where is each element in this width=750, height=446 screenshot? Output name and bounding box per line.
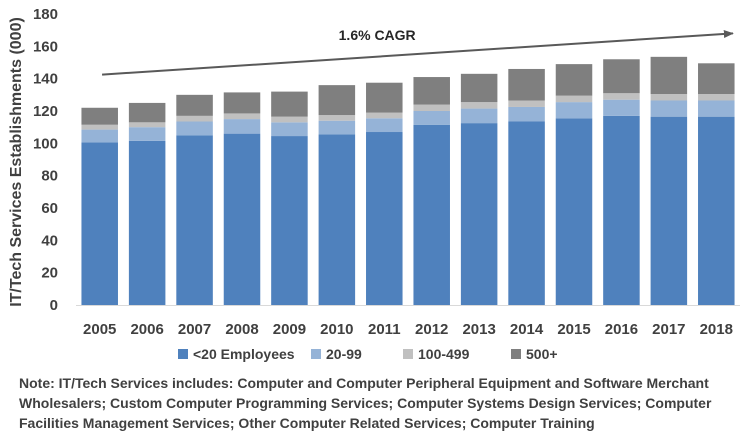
y-tick-label: 40	[41, 232, 58, 249]
y-tick-label: 140	[33, 71, 58, 88]
x-tick-label: 2006	[130, 321, 163, 338]
cagr-arrow	[102, 29, 734, 76]
bar-segment-20-99	[223, 119, 261, 134]
x-tick-label: 2008	[225, 321, 258, 338]
bar-segment-100-499	[413, 104, 450, 111]
bar-segment-500	[698, 63, 735, 95]
legend-swatch	[178, 349, 188, 359]
bar-segment-500	[223, 92, 261, 114]
y-tick-label: 80	[41, 168, 58, 185]
bar-segment-20-employees	[81, 142, 118, 305]
x-tick-label: 2015	[557, 321, 590, 338]
bar-segment-20-99	[176, 121, 213, 136]
bar-segment-20-employees	[223, 133, 261, 305]
bar-segment-20-99	[698, 100, 735, 117]
y-axis: 0 20 40 60 80 100 120 140 160 180	[33, 6, 58, 314]
bar-segment-20-employees	[176, 135, 213, 305]
bar-segment-20-employees	[555, 118, 593, 306]
bar-segment-500	[460, 73, 498, 103]
bar-segment-100-499	[460, 102, 498, 109]
bar-segment-100-499	[318, 115, 356, 121]
bar-segment-20-employees	[318, 134, 356, 305]
bar-segment-20-99	[460, 108, 498, 124]
bar-segment-500	[176, 94, 213, 116]
bars	[81, 56, 735, 306]
bar-segment-100-499	[603, 93, 640, 100]
bar-segment-100-499	[81, 124, 118, 130]
bar-segment-100-499	[128, 122, 166, 128]
bar-segment-20-employees	[460, 123, 498, 305]
y-tick-label: 60	[41, 200, 58, 217]
bar-segment-20-99	[413, 111, 450, 125]
x-tick-label: 2017	[652, 321, 685, 338]
legend-swatch	[403, 349, 413, 359]
bar-segment-20-employees	[366, 132, 403, 305]
y-tick-label: 0	[50, 297, 58, 314]
legend: <20 Employees 20-99 100-499 500+	[178, 346, 558, 362]
y-tick-label: 180	[33, 6, 58, 23]
x-tick-label: 2013	[462, 321, 495, 338]
y-tick-label: 100	[33, 135, 58, 152]
bar-segment-500	[318, 85, 356, 116]
x-tick-label: 2009	[273, 321, 306, 338]
x-tick-label: 2018	[700, 321, 733, 338]
bar-segment-20-99	[128, 127, 166, 141]
x-tick-label: 2007	[178, 321, 211, 338]
bar-segment-20-99	[366, 118, 403, 133]
bar-segment-100-499	[366, 112, 403, 119]
x-tick-label: 2016	[605, 321, 638, 338]
x-tick-label: 2012	[415, 321, 448, 338]
legend-label: 100-499	[418, 346, 470, 362]
bar-segment-20-employees	[603, 115, 640, 305]
bar-segment-20-99	[81, 129, 118, 143]
bar-segment-500	[413, 77, 450, 105]
bar-segment-500	[508, 68, 545, 101]
y-tick-label: 120	[33, 103, 58, 120]
y-axis-label: IT/Tech Services Establishments (000)	[8, 17, 25, 307]
cagr-annotation: 1.6% CAGR	[339, 27, 416, 43]
legend-swatch	[511, 349, 521, 359]
y-tick-label: 160	[33, 38, 58, 55]
bar-segment-500	[81, 107, 118, 125]
bar-segment-100-499	[555, 95, 593, 103]
bar-segment-100-499	[176, 115, 213, 122]
bar-segment-500	[555, 64, 593, 96]
bar-segment-100-499	[698, 94, 735, 101]
bar-segment-20-employees	[128, 140, 166, 305]
bar-segment-100-499	[650, 94, 688, 101]
bar-segment-500	[366, 82, 403, 113]
legend-label: 20-99	[326, 346, 362, 362]
bar-segment-20-employees	[698, 116, 735, 306]
bar-segment-100-499	[271, 116, 308, 123]
x-axis: 2005 2006 2007 2008 2009 2010 2011 2012 2013 2014…	[76, 305, 740, 338]
bar-segment-20-employees	[413, 124, 450, 305]
x-tick-label: 2010	[320, 321, 353, 338]
bar-segment-20-99	[603, 99, 640, 116]
bar-segment-20-employees	[650, 116, 688, 306]
y-tick-label: 20	[41, 265, 58, 282]
bar-segment-20-99	[271, 122, 308, 137]
bar-segment-500	[271, 91, 308, 117]
bar-segment-100-499	[223, 113, 261, 120]
x-tick-label: 2005	[83, 321, 116, 338]
bar-segment-20-employees	[508, 121, 545, 305]
bar-segment-20-99	[555, 102, 593, 119]
legend-label: <20 Employees	[193, 346, 295, 362]
x-tick-label: 2014	[510, 321, 544, 338]
bar-segment-20-employees	[271, 136, 308, 305]
x-tick-label: 2011	[368, 321, 401, 338]
bar-segment-100-499	[508, 100, 545, 107]
bar-segment-20-99	[508, 106, 545, 122]
bar-segment-500	[650, 56, 688, 95]
legend-swatch	[311, 349, 321, 359]
legend-label: 500+	[526, 346, 558, 362]
bar-segment-500	[128, 102, 166, 123]
bar-segment-20-99	[650, 100, 688, 117]
bar-segment-500	[603, 59, 640, 94]
bar-segment-20-99	[318, 120, 356, 135]
footnote: Note: IT/Tech Services includes: Compute…	[19, 375, 712, 431]
